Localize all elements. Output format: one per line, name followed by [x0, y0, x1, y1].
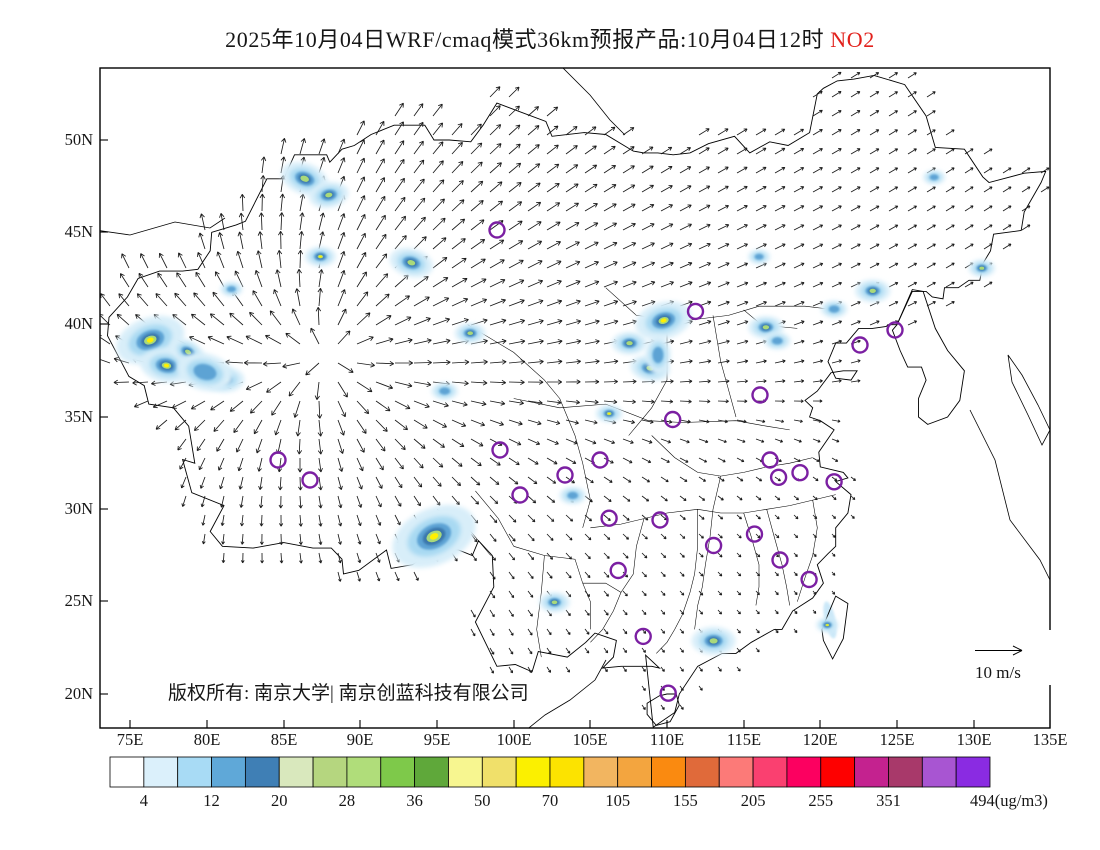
svg-text:40N: 40N — [65, 314, 94, 333]
svg-text:110E: 110E — [650, 730, 684, 749]
svg-text:12: 12 — [203, 791, 220, 810]
svg-text:36: 36 — [406, 791, 423, 810]
svg-text:4: 4 — [140, 791, 148, 810]
svg-text:25N: 25N — [65, 591, 94, 610]
svg-text:351: 351 — [876, 791, 901, 810]
svg-text:75E: 75E — [117, 730, 144, 749]
svg-text:20: 20 — [271, 791, 288, 810]
svg-text:80E: 80E — [194, 730, 221, 749]
svg-text:50: 50 — [474, 791, 491, 810]
svg-text:130E: 130E — [957, 730, 992, 749]
svg-text:494(ug/m3): 494(ug/m3) — [970, 791, 1048, 810]
svg-text:20N: 20N — [65, 684, 94, 703]
svg-text:155: 155 — [673, 791, 698, 810]
svg-text:10 m/s: 10 m/s — [975, 663, 1021, 682]
svg-text:105E: 105E — [573, 730, 608, 749]
svg-text:85E: 85E — [271, 730, 298, 749]
svg-text:95E: 95E — [424, 730, 451, 749]
svg-text:255: 255 — [808, 791, 833, 810]
svg-text:45N: 45N — [65, 222, 94, 241]
svg-text:100E: 100E — [497, 730, 532, 749]
svg-text:35N: 35N — [65, 407, 94, 426]
svg-text:125E: 125E — [880, 730, 915, 749]
svg-text:28: 28 — [339, 791, 356, 810]
svg-text:30N: 30N — [65, 499, 94, 518]
svg-text:50N: 50N — [65, 130, 94, 149]
svg-text:205: 205 — [741, 791, 766, 810]
svg-text:135E: 135E — [1033, 730, 1068, 749]
svg-text:105: 105 — [605, 791, 630, 810]
svg-text:90E: 90E — [347, 730, 374, 749]
svg-text:115E: 115E — [727, 730, 761, 749]
svg-text:版权所有: 南京大学| 南京创蓝科技有限公司: 版权所有: 南京大学| 南京创蓝科技有限公司 — [168, 682, 529, 704]
svg-text:120E: 120E — [803, 730, 838, 749]
svg-text:70: 70 — [542, 791, 559, 810]
